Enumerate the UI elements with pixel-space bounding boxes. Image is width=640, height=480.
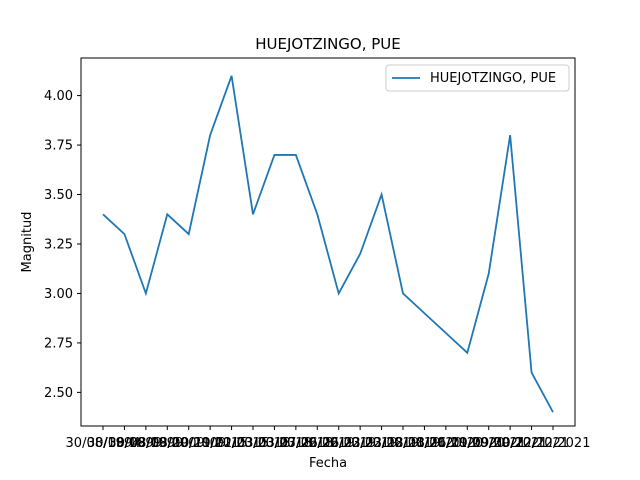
- y-tick-label: 3.50: [44, 188, 73, 203]
- x-tick-label: 09/09/2021: [451, 436, 526, 451]
- x-tick-label: 26/02/2019: [323, 436, 398, 451]
- x-tick-label: 18/01/2020: [408, 436, 483, 451]
- x-tick-label: 19/11/2015: [194, 436, 269, 451]
- x-tick-label: 30/08/1994: [66, 436, 141, 451]
- plot-area: 2.502.753.003.253.503.754.00 30/08/19943…: [44, 57, 591, 451]
- y-tick-label: 2.75: [44, 336, 73, 351]
- series-line: [102, 75, 554, 413]
- x-tick-label: 03/03/2018: [258, 436, 333, 451]
- legend-box: [385, 64, 570, 92]
- x-tick-label: 26/02/2019: [301, 436, 376, 451]
- x-axis-label: Fecha: [309, 456, 347, 471]
- x-tick-label: 23/02/2019: [366, 436, 441, 451]
- x-tick-label: 23/02/2019: [344, 436, 419, 451]
- legend: HUEJOTZINGO, PUE: [385, 64, 570, 92]
- x-tick-label: 10/11/2015: [173, 436, 248, 451]
- x-tick-label: 02/03/2018: [216, 436, 291, 451]
- x-tick-label: 22/12/2021: [516, 436, 591, 451]
- x-tick-label: 07/02/2019: [280, 436, 355, 451]
- x-tick-label: 30/12/2021: [494, 436, 569, 451]
- legend-label: HUEJOTZINGO, PUE: [430, 71, 556, 86]
- chart-title: HUEJOTZINGO, PUE: [255, 35, 401, 53]
- y-tick-label: 4.00: [44, 89, 73, 104]
- x-tick-label: 26/11/2020: [430, 436, 505, 451]
- x-tick-label: 30/08/1999: [87, 436, 162, 451]
- y-tick-label: 3.00: [44, 287, 73, 302]
- x-tick-label: 08/09/2009: [130, 436, 205, 451]
- axes-frame: [80, 57, 576, 427]
- y-tick-label: 3.75: [44, 139, 73, 154]
- y-axis: 2.50 2.75 3.00 3.25 3.50 3.75 4.00: [44, 89, 81, 401]
- y-tick-label: 2.50: [44, 386, 73, 401]
- x-tick-label: 09/09/2021: [473, 436, 548, 451]
- y-axis-label: Magnitud: [20, 212, 35, 273]
- y-tick-label: 3.25: [44, 237, 73, 252]
- x-tick-label: 08/09/2009: [151, 436, 226, 451]
- x-tick-label: 18/01/2020: [387, 436, 462, 451]
- x-tick-label: 03/03/2018: [237, 436, 312, 451]
- x-axis: 30/08/199430/08/199930/08/199908/09/2009…: [66, 426, 591, 451]
- x-tick-label: 30/08/1999: [108, 436, 183, 451]
